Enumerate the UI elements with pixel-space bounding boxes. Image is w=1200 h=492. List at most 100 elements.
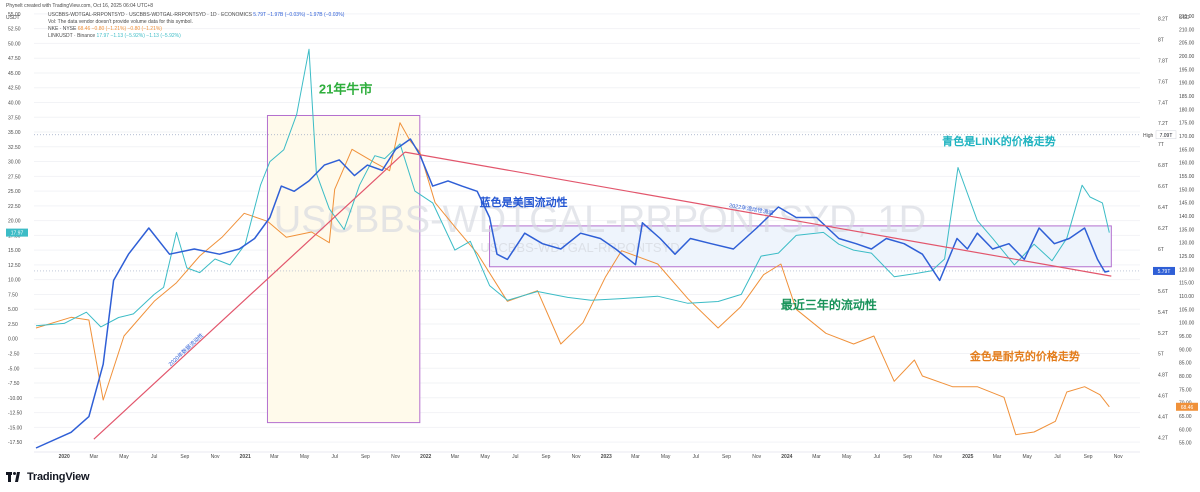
series-line-uscbbs-wdtgal-rrpontsyd (35, 138, 1110, 449)
left-current-badge (6, 228, 28, 237)
mid-axis-tick: 4.2T (1158, 436, 1168, 442)
left-axis-tick: 2.50 (8, 322, 18, 328)
left-axis-tick: 12.50 (8, 263, 21, 269)
left-axis-tick: 35.00 (8, 130, 21, 136)
legend-values-nke: 68.46 −0.80 (−1.21%) −0.80 (−1.21%) (77, 26, 162, 32)
created-by-text: Phynelt created with TradingView.com, Oc… (6, 3, 154, 9)
right-axis-tick: 95.00 (1179, 334, 1192, 340)
right-axis-tick: 90.00 (1179, 347, 1192, 353)
right-axis-tick: 150.00 (1179, 187, 1195, 193)
left-axis-tick: -12.50 (8, 411, 22, 417)
x-axis-tick: Jul (874, 454, 880, 460)
left-axis-tick: 15.00 (8, 248, 21, 254)
right-axis-tick: 100.00 (1179, 321, 1195, 327)
x-axis-tick: 2021 (240, 454, 251, 460)
legend-symbol-liquidity: USCBBS-WDTGAL-RRPONTSYD · USCBBS-WDTGAL-… (48, 12, 252, 18)
right-axis-tick: 105.00 (1179, 307, 1195, 313)
trendline-2 (404, 151, 1112, 277)
x-axis-tick: Nov (391, 454, 400, 460)
footer-bar (0, 466, 1200, 487)
legend-line-3[interactable]: NKE · NYSE 68.46 −0.80 (−1.21%) −0.80 (−… (48, 26, 162, 32)
left-current-label: 17.97 (11, 231, 24, 237)
mid-current-label: 5.79T (1158, 269, 1171, 275)
mid-axis-tick: 8T (1158, 37, 1164, 43)
right-axis-tick: 120.00 (1179, 267, 1195, 273)
legend-line-4[interactable]: LINKUSDT · Binance 17.97 −1.13 (−5.92%) … (48, 33, 181, 39)
left-axis-tick: 20.00 (8, 219, 21, 225)
x-axis-tick: Mar (631, 454, 640, 460)
mid-axis-tick: 4.8T (1158, 373, 1168, 379)
x-axis-tick: Mar (993, 454, 1002, 460)
x-axis-tick: 2023 (601, 454, 612, 460)
mid-axis-tick: 6.6T (1158, 184, 1168, 190)
left-axis-tick: -7.50 (8, 381, 20, 387)
mid-axis-tick: 7T (1158, 142, 1164, 148)
right-axis-tick: 170.00 (1179, 134, 1195, 140)
right-axis-tick: 145.00 (1179, 201, 1195, 207)
mid-current-badge (1153, 266, 1175, 275)
mid-axis-tick: 6T (1158, 247, 1164, 253)
watermark-sub: USCBBS-WDTGAL-RRPONTSYD (480, 240, 679, 255)
left-axis-tick: 52.50 (8, 27, 21, 33)
left-axis-tick: 50.00 (8, 41, 21, 47)
x-axis-tick: Jul (332, 454, 338, 460)
left-axis-tick: -15.00 (8, 425, 22, 431)
right-axis-tick: 130.00 (1179, 241, 1195, 247)
right-axis-tick: 110.00 (1179, 294, 1194, 300)
left-axis-tick: 10.00 (8, 278, 21, 284)
annotation-3: 青色是LINK的价格走势 (942, 134, 1056, 148)
mid-axis-tick: 7.4T (1158, 100, 1168, 106)
left-axis-tick: 0.00 (8, 337, 18, 343)
box-2021-bull (266, 114, 421, 424)
x-axis-tick: Jul (151, 454, 157, 460)
x-axis-tick: Mar (812, 454, 821, 460)
right-axis-tick: 180.00 (1179, 107, 1195, 113)
left-axis-tick: 5.00 (8, 307, 18, 313)
x-axis-tick: Sep (903, 454, 912, 460)
tradingview-logo-icon (6, 472, 22, 482)
right-axis-tick: 125.00 (1179, 254, 1195, 260)
mid-axis-tick: 5.6T (1158, 289, 1168, 295)
legend-line-1[interactable]: USCBBS-WDTGAL-RRPONTSYD · USCBBS-WDTGAL-… (48, 12, 344, 18)
mid-axis-tick: 7.8T (1158, 58, 1168, 64)
annotation-2: 蓝色是美国流动性 (480, 195, 568, 209)
x-axis-tick: Sep (722, 454, 731, 460)
x-axis-tick: 2020 (59, 454, 70, 460)
mid-axis-tick: 6.4T (1158, 205, 1168, 211)
right-axis-tick: 135.00 (1179, 227, 1195, 233)
right-axis-tick: 190.00 (1179, 81, 1195, 87)
left-axis-tick: 30.00 (8, 160, 21, 166)
right-axis-unit: USD (1179, 15, 1190, 21)
high-value: 7.09T (1160, 133, 1173, 139)
right-axis-tick: 140.00 (1179, 214, 1195, 220)
left-axis-tick: -17.50 (8, 440, 22, 446)
left-axis-unit: USDT (6, 15, 20, 21)
left-axis-tick: 25.00 (8, 189, 21, 195)
right-axis-tick: 115.00 (1179, 281, 1194, 287)
tradingview-brand: TradingView (27, 471, 90, 483)
x-axis-tick: Sep (1084, 454, 1093, 460)
right-axis-tick: 75.00 (1179, 387, 1192, 393)
left-axis-tick: 22.50 (8, 204, 21, 210)
x-axis-tick: Mar (90, 454, 99, 460)
mid-axis-tick: 5.2T (1158, 331, 1168, 337)
right-axis-tick: 210.00 (1179, 27, 1195, 33)
right-axis-tick: 55.00 (1179, 441, 1192, 447)
trendline-label-1: 2020年数据流动性 (167, 331, 206, 368)
x-axis-tick: Jul (512, 454, 518, 460)
high-badge (1155, 130, 1177, 140)
legend-values-link: 17.97 −1.13 (−5.92%) −1.13 (−5.92%) (96, 33, 181, 39)
left-axis-tick: -2.50 (8, 352, 20, 358)
left-axis-tick: -10.00 (8, 396, 22, 402)
x-axis-tick: Jul (693, 454, 699, 460)
series-line-nke (35, 122, 1110, 436)
annotation-4: 最近三年的流动性 (781, 297, 877, 312)
left-axis-tick: 40.00 (8, 100, 21, 106)
tradingview-logo[interactable]: TradingView (6, 470, 90, 484)
mid-axis-tick: 5.4T (1158, 310, 1168, 316)
x-axis-tick: Mar (270, 454, 279, 460)
right-axis-tick: 160.00 (1179, 161, 1195, 167)
left-axis-tick: -5.00 (8, 366, 20, 372)
